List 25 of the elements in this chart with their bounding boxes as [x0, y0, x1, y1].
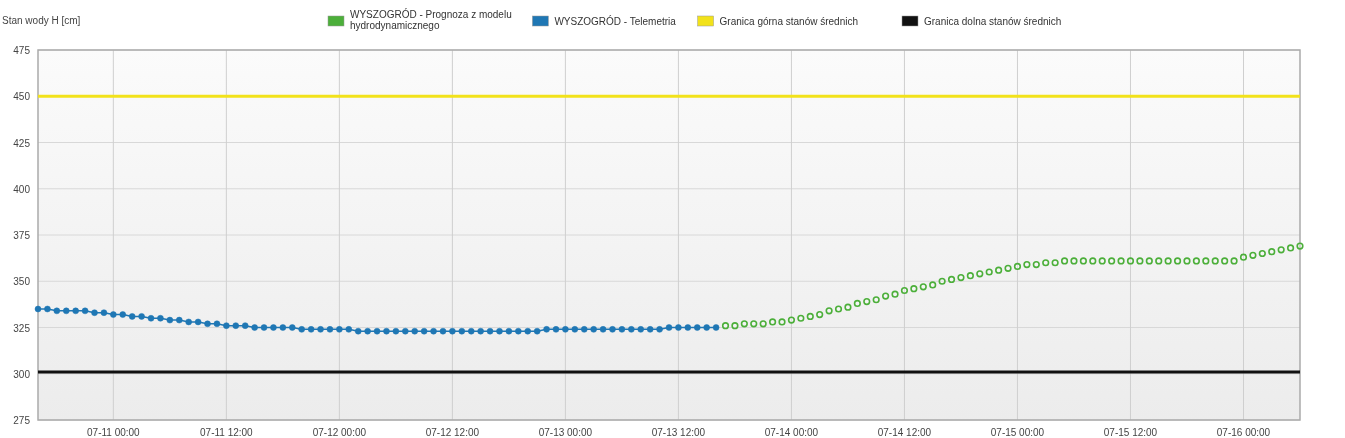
legend-label: WYSZOGRÓD - Prognoza z modelu hydrodynamicznego — [350, 8, 512, 31]
y-tick-label: 425 — [13, 137, 31, 149]
x-tick-label: 07-14 00:00 — [764, 427, 819, 438]
y-axis-title: Stan wody H [cm] — [2, 15, 81, 26]
y-tick-label: 475 — [13, 45, 31, 56]
y-tick-label: 375 — [13, 230, 31, 241]
y-tick-label: 325 — [13, 322, 31, 334]
y-tick-label: 350 — [13, 276, 31, 288]
legend-label: WYSZOGRÓD - Telemetria — [554, 15, 677, 27]
x-tick-label: 07-15 12:00 — [1103, 427, 1158, 438]
x-tick-label: 07-11 12:00 — [200, 427, 254, 438]
y-tick-label: 275 — [13, 415, 31, 426]
y-tick-label: 300 — [13, 368, 31, 380]
x-tick-label: 07-15 00:00 — [990, 427, 1045, 438]
x-tick-label: 07-12 12:00 — [425, 427, 480, 438]
legend-label: Granica górna stanów średnich — [719, 16, 859, 27]
y-tick-label: 400 — [13, 183, 31, 195]
legend-label: Granica dolna stanów średnich — [924, 16, 1062, 27]
x-tick-label: 07-16 00:00 — [1216, 427, 1271, 438]
x-tick-label: 07-13 00:00 — [538, 427, 593, 438]
x-tick-label: 07-11 00:00 — [87, 427, 141, 438]
x-tick-label: 07-14 12:00 — [877, 427, 932, 438]
y-tick-label: 450 — [13, 91, 31, 103]
x-tick-label: 07-12 00:00 — [312, 427, 367, 438]
x-tick-label: 07-13 12:00 — [651, 427, 706, 438]
